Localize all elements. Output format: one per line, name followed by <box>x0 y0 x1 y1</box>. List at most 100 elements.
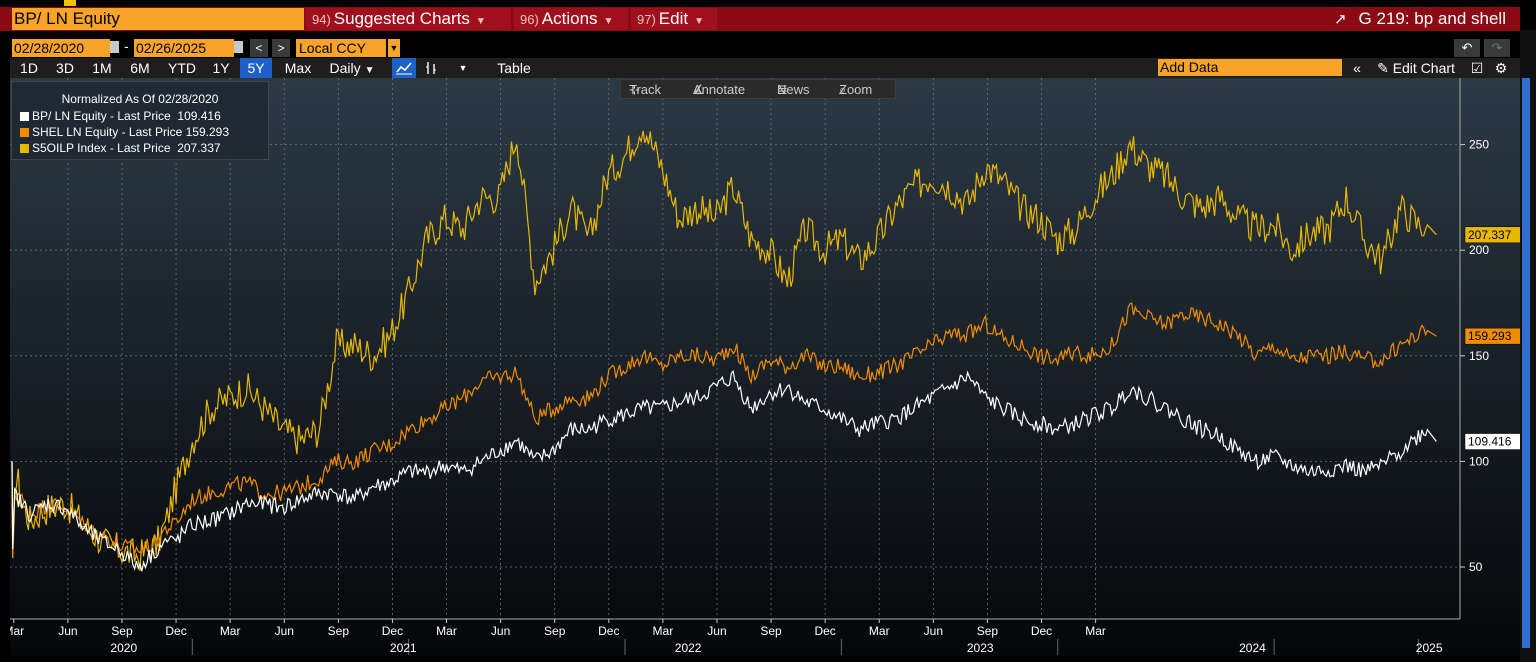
tool-label: Track <box>629 82 662 97</box>
year-label: 2024 <box>1239 641 1266 655</box>
menu-label: Suggested Charts <box>333 9 470 28</box>
period-ytd[interactable]: YTD <box>168 60 196 76</box>
currency-select[interactable]: Local CCY <box>296 39 386 57</box>
actions-menu[interactable]: 96) Actions ▼ <box>514 8 628 30</box>
year-label: 2022 <box>675 641 702 655</box>
chart-svg[interactable]: 50 100 150 200 250 Mar Jun Sep Dec Mar Jun Sep Dec Ma… <box>10 78 1520 656</box>
x-tick-label: Dec <box>598 624 619 638</box>
edit-icon[interactable]: ☑ <box>1470 60 1484 76</box>
calendar-icon[interactable] <box>110 41 119 53</box>
top-strip <box>0 0 1536 6</box>
period-5y[interactable]: 5Y <box>240 58 272 78</box>
date-separator: - <box>124 38 129 54</box>
tool-label: Zoom <box>839 82 873 97</box>
year-label: 2025 <box>1416 641 1443 655</box>
chevron-down-icon[interactable]: ▼ <box>388 39 400 57</box>
x-tick-label: Dec <box>165 624 186 638</box>
x-tick-label: Sep <box>760 624 782 638</box>
suggested-charts-menu[interactable]: 94) Suggested Charts ▼ <box>306 8 511 30</box>
undo-icon[interactable]: ↶ <box>1454 39 1480 57</box>
chart-tools-bar: ⊹ Track ∠ Annotate ≣ News ⌕ Zoom <box>620 79 896 99</box>
legend-value: 159.293 <box>185 125 230 139</box>
last-value-label: 207.337 <box>1468 228 1512 242</box>
scrollbar[interactable] <box>1522 78 1530 648</box>
chart-title-text: G 219: bp and shell <box>1358 9 1506 28</box>
x-tick-label: Jun <box>275 624 294 638</box>
frequency-select[interactable]: Daily ▼ <box>322 58 382 78</box>
x-tick-label: Jun <box>707 624 726 638</box>
pencil-icon: ✎ <box>1377 60 1389 76</box>
period-max[interactable]: Max <box>284 60 312 76</box>
x-tick-label: Mar <box>220 624 241 638</box>
legend-label: S5OILP Index - Last Price <box>32 141 171 155</box>
x-tick-label: Sep <box>544 624 566 638</box>
y-tick-label: 100 <box>1469 454 1489 468</box>
chevron-down-icon[interactable]: ▼ <box>458 63 468 73</box>
legend: Normalized As Of 02/28/2020 BP/ LN Equit… <box>11 81 269 160</box>
x-tick-label: Sep <box>328 624 350 638</box>
crosshair-icon: ⊹ <box>629 82 640 97</box>
legend-item-shel: SHEL LN Equity - Last Price 159.293 <box>20 125 229 139</box>
add-data-input[interactable]: Add Data <box>1158 59 1342 76</box>
x-tick-label: Sep <box>111 624 133 638</box>
legend-swatch <box>20 144 29 153</box>
edit-chart-button[interactable]: ✎ Edit Chart <box>1370 58 1462 78</box>
series-line <box>11 370 1437 572</box>
legend-item-bp: BP/ LN Equity - Last Price 109.416 <box>20 109 221 123</box>
chevron-down-icon: ▼ <box>694 16 704 27</box>
pen-icon: ∠ <box>693 82 705 97</box>
period-6m[interactable]: 6M <box>130 60 150 76</box>
year-label: 2023 <box>967 641 994 655</box>
gear-icon[interactable]: ⚙ <box>1494 60 1508 76</box>
chart-area[interactable]: 50 100 150 200 250 Mar Jun Sep Dec Mar Jun Sep Dec Ma… <box>10 78 1520 656</box>
last-value-label: 109.416 <box>1468 435 1512 449</box>
legend-title: Normalized As Of 02/28/2020 <box>61 92 219 106</box>
legend-value: 207.337 <box>177 141 221 155</box>
status-indicator <box>64 0 76 6</box>
table-button[interactable]: Table <box>497 60 531 76</box>
collapse-icon[interactable]: « <box>1353 60 1361 76</box>
tool-label: Annotate <box>693 82 746 97</box>
x-tick-label: Jun <box>924 624 943 638</box>
x-tick-label: Mar <box>869 624 890 638</box>
chart-toolbar <box>10 58 1520 78</box>
redo-icon[interactable]: ↷ <box>1484 39 1510 57</box>
chevron-down-icon: ▼ <box>475 16 486 27</box>
series-line <box>11 130 1437 571</box>
x-tick-label: Mar <box>436 624 457 638</box>
chevron-down-icon: ▼ <box>603 16 614 27</box>
period-1m[interactable]: 1M <box>92 60 112 76</box>
legend-swatch <box>20 128 29 137</box>
legend-value: 109.416 <box>177 109 221 123</box>
tool-label: News <box>777 82 810 97</box>
start-date-input[interactable]: 02/28/2020 <box>12 39 110 57</box>
y-tick-label: 150 <box>1469 349 1489 363</box>
line-chart-icon[interactable] <box>392 58 416 78</box>
end-date-input[interactable]: 02/26/2025 <box>134 39 234 57</box>
x-tick-label: Mar <box>10 624 24 638</box>
chevron-right-icon[interactable]: > <box>272 39 290 57</box>
external-link-icon[interactable]: ↗ <box>1333 11 1347 28</box>
last-value-label: 159.293 <box>1468 329 1512 343</box>
menu-label: Actions <box>541 9 598 28</box>
period-1y[interactable]: 1Y <box>212 60 230 76</box>
x-tick-label: Mar <box>1085 624 1106 638</box>
x-tick-label: Jun <box>58 624 77 638</box>
legend-label: SHEL LN Equity - Last Price <box>32 125 183 139</box>
security-field[interactable]: BP/ LN Equity <box>12 8 304 30</box>
menu-label: Edit <box>658 9 689 28</box>
calendar-icon[interactable] <box>234 41 243 53</box>
chevron-left-icon[interactable]: < <box>250 39 268 57</box>
y-tick-label: 200 <box>1469 243 1489 257</box>
menu-number: 97) <box>637 12 656 27</box>
period-3d[interactable]: 3D <box>56 60 74 76</box>
legend-label: BP/ LN Equity - Last Price <box>32 109 171 123</box>
x-tick-label: Sep <box>977 624 999 638</box>
frequency-label: Daily <box>329 60 361 76</box>
edit-menu[interactable]: 97) Edit ▼ <box>631 8 717 30</box>
period-1d[interactable]: 1D <box>20 60 38 76</box>
bar-chart-icon[interactable] <box>420 58 444 78</box>
y-tick-label: 250 <box>1469 138 1489 152</box>
edit-chart-label: Edit Chart <box>1392 60 1455 76</box>
last-value-badge <box>1464 433 1520 450</box>
